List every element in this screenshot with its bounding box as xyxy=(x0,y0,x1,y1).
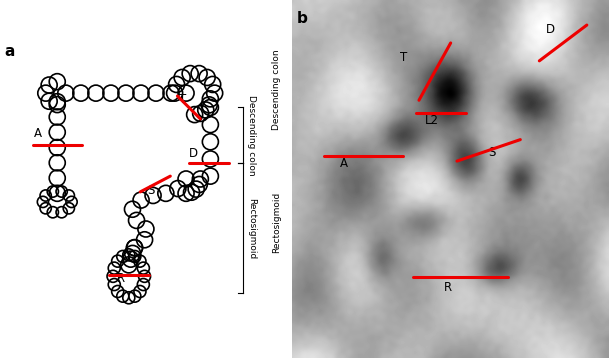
Text: L2: L2 xyxy=(425,114,439,127)
Text: S: S xyxy=(147,184,155,197)
Text: T: T xyxy=(179,93,186,106)
Text: Descending colon: Descending colon xyxy=(272,49,281,130)
Text: D: D xyxy=(546,23,555,36)
Text: R: R xyxy=(445,281,452,294)
Text: Descending colon: Descending colon xyxy=(247,95,256,176)
Text: T: T xyxy=(400,52,407,64)
Text: R: R xyxy=(118,272,125,285)
Text: S: S xyxy=(488,146,496,159)
Text: Rectosigmoid: Rectosigmoid xyxy=(247,198,256,259)
Text: A: A xyxy=(34,126,43,140)
Text: Rectosigmoid: Rectosigmoid xyxy=(272,191,281,253)
Text: A: A xyxy=(340,157,348,170)
Text: D: D xyxy=(189,146,198,160)
Text: a: a xyxy=(4,44,15,59)
Text: b: b xyxy=(297,11,308,26)
